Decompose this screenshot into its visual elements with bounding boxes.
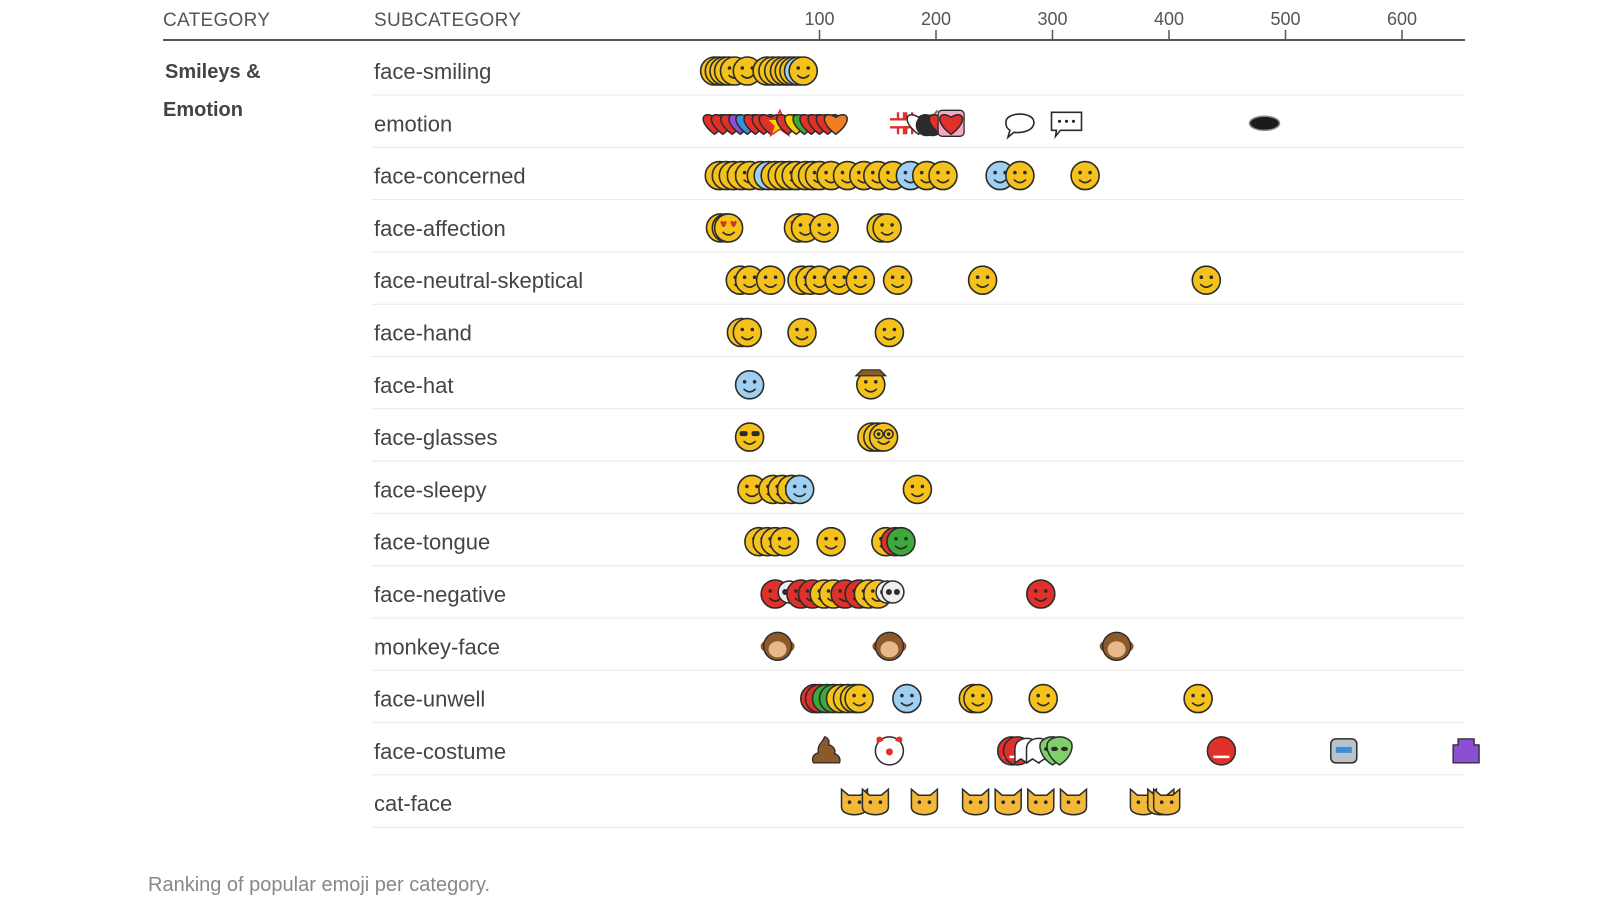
emoji-point-face [1028, 683, 1058, 714]
emoji-point-alien-monster [1452, 738, 1480, 764]
emoji-point-face [769, 526, 800, 557]
emoji-point-face [816, 526, 846, 557]
emoji-point-ogre [1206, 736, 1237, 766]
emoji-point-face-blue [734, 369, 765, 400]
emoji-point-clown [874, 736, 905, 766]
emoji-point-face [787, 317, 817, 348]
x-axis-ticks: 100 200 300 400 500 600 [804, 9, 1417, 40]
emoji-point-hole [1248, 115, 1281, 132]
emoji-point-face [1005, 160, 1035, 191]
emoji-point-face-hearts [713, 213, 744, 243]
subcategory-label: face-neutral-skeptical [374, 268, 583, 293]
emoji-point-face [844, 683, 874, 714]
subcategory-label: cat-face [374, 791, 452, 816]
row-cat-face: cat-face [372, 787, 1465, 828]
row-face-negative: face-negative [372, 579, 1465, 619]
row-face-sleepy: face-sleepy [372, 474, 1465, 514]
emoji-point-face [882, 265, 913, 296]
subcategory-label: emotion [374, 111, 452, 136]
emoji-point-alien [1046, 736, 1073, 766]
subcategory-label: face-negative [374, 582, 506, 607]
category-label: Smileys & [165, 61, 261, 83]
emoji-point-face-sunglasses [734, 422, 765, 452]
emoji-point-cat [1059, 787, 1088, 816]
row-face-unwell: face-unwell [372, 683, 1465, 724]
emoji-point-cat [1027, 787, 1055, 816]
row-face-concerned: face-concerned [372, 160, 1465, 201]
emoji-point-face [734, 265, 765, 296]
emoji-point-face-blue [784, 474, 815, 505]
subcategory-label: face-concerned [374, 164, 526, 189]
emoji-point-face [872, 213, 902, 243]
emoji-point-face [967, 265, 998, 296]
x-tick-label: 300 [1037, 9, 1067, 29]
emoji-point-skull [881, 580, 905, 604]
emoji-point-face [874, 317, 905, 348]
row-face-smiling: face-smiling [372, 56, 1465, 96]
emoji-point-face-nerd [868, 422, 899, 452]
emoji-point-robot [1330, 738, 1358, 764]
emoji-point-speech [1005, 113, 1035, 140]
emoji-point-monkey [1099, 631, 1134, 661]
category-label-line2: Emotion [163, 99, 243, 121]
emoji-point-poo [811, 736, 841, 764]
emoji-point-face [809, 213, 840, 243]
emoji-point-heart-orange [823, 114, 848, 136]
subcategory-label: face-sleepy [374, 477, 487, 502]
emoji-point-cat [861, 787, 890, 816]
subcategory-rows: face-smiling emotion face-concerned face-af… [372, 56, 1480, 828]
x-tick-label: 600 [1387, 9, 1417, 29]
emoji-point-heart-box [937, 109, 965, 137]
emoji-point-monkey [872, 631, 907, 661]
emoji-point-cat [1152, 787, 1181, 816]
emoji-point-speech-dots [1050, 111, 1083, 140]
chart-caption: Ranking of popular emoji per category. [148, 874, 491, 896]
row-face-hand: face-hand [372, 317, 1465, 357]
x-tick-label: 400 [1154, 9, 1184, 29]
subcategory-label: face-costume [374, 739, 506, 764]
emoji-point-face [755, 265, 786, 296]
row-face-neutral-skeptical: face-neutral-skeptical [372, 265, 1465, 305]
row-face-hat: face-hat [372, 369, 1465, 410]
emoji-point-face [928, 160, 958, 191]
subcategory-label: face-hand [374, 321, 472, 346]
x-tick-label: 100 [804, 9, 834, 29]
row-face-glasses: face-glasses [372, 422, 1465, 462]
emoji-point-cat [994, 787, 1022, 816]
emoji-point-face [737, 474, 767, 505]
subcategory-label: face-glasses [374, 425, 498, 450]
emoji-point-face [963, 683, 993, 714]
subcategory-label: monkey-face [374, 634, 500, 659]
emoji-point-face-blue [892, 683, 922, 714]
emoji-point-face [1070, 160, 1100, 191]
x-tick-label: 500 [1270, 9, 1300, 29]
subcategory-label: face-unwell [374, 687, 485, 712]
subcategory-label: face-smiling [374, 59, 491, 84]
row-monkey-face: monkey-face [372, 631, 1465, 671]
category-header: CATEGORY [163, 10, 270, 31]
x-tick-label: 200 [921, 9, 951, 29]
emoji-point-face-green [886, 526, 916, 557]
emoji-point-face-red [1026, 579, 1056, 609]
emoji-point-monkey [760, 631, 795, 661]
row-face-tongue: face-tongue [372, 526, 1465, 567]
subcategory-label: face-affection [374, 216, 506, 241]
emoji-point-face [1191, 265, 1222, 296]
emoji-point-face [1183, 683, 1213, 714]
emoji-point-cat [961, 787, 990, 816]
emoji-point-face-cowboy [854, 369, 888, 400]
subcategory-header: SUBCATEGORY [374, 10, 521, 31]
subcategory-label: face-hat [374, 373, 454, 398]
emoji-point-face [845, 265, 876, 296]
emoji-point-cat [910, 787, 939, 816]
emoji-point-face [732, 317, 763, 348]
row-emotion: emotion [372, 108, 1465, 148]
subcategory-label: face-tongue [374, 530, 490, 555]
row-face-costume: face-costume [372, 736, 1480, 776]
emoji-point-face [902, 474, 933, 505]
row-face-affection: face-affection [372, 213, 1465, 253]
emoji-point-face [788, 56, 819, 86]
